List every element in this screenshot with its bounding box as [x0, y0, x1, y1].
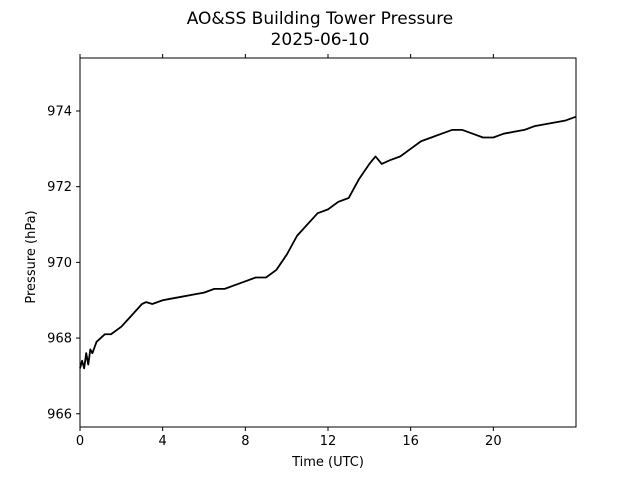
- series-line-0: [79, 115, 577, 370]
- y-tick-label: 966: [47, 407, 72, 422]
- x-tick-label: 20: [485, 434, 502, 449]
- y-tick-label: 974: [47, 104, 72, 119]
- plot-area: [79, 115, 577, 370]
- x-tick-label: 4: [159, 434, 167, 449]
- plot-frame: [79, 57, 577, 428]
- x-tick-label: 12: [320, 434, 337, 449]
- chart-title: AO&SS Building Tower Pressure: [187, 9, 454, 29]
- y-tick-label: 968: [47, 332, 72, 347]
- x-tick-label: 8: [241, 434, 249, 449]
- x-tick-label: 16: [402, 434, 419, 449]
- y-tick-label: 970: [47, 256, 72, 271]
- y-tick-label: 972: [47, 180, 72, 195]
- y-axis-label: Pressure (hPa): [24, 210, 39, 303]
- x-axis-label: Time (UTC): [291, 455, 364, 470]
- chart-subtitle: 2025-06-10: [271, 30, 370, 50]
- x-tick-label: 0: [76, 434, 84, 449]
- y-axis-ticks: 966 968 970 972 974: [47, 104, 80, 422]
- x-axis-ticks: 0 4 8 12 16 20: [76, 54, 502, 449]
